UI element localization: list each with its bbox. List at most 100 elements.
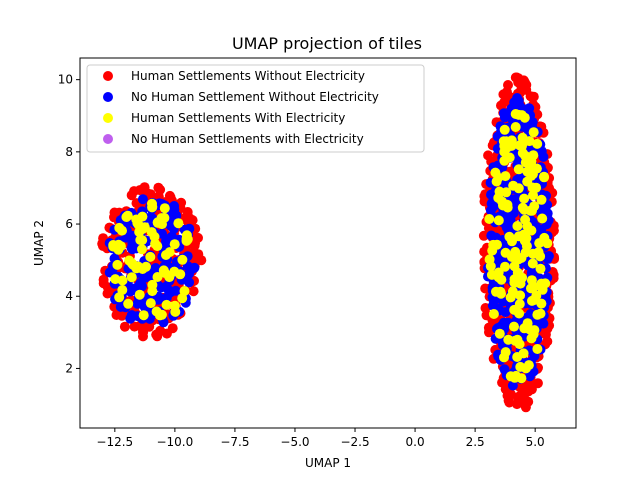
scatter-point bbox=[123, 298, 134, 309]
legend-label: Human Settlements With Electricity bbox=[131, 111, 345, 125]
scatter-point bbox=[499, 155, 510, 166]
scatter-point bbox=[484, 254, 495, 265]
scatter-point bbox=[526, 267, 537, 278]
x-tick-label: −5.0 bbox=[280, 435, 309, 449]
chart-title: UMAP projection of tiles bbox=[232, 34, 422, 53]
scatter-point bbox=[146, 227, 157, 238]
scatter-point bbox=[487, 300, 498, 311]
scatter-point bbox=[517, 202, 528, 213]
scatter-point bbox=[147, 286, 158, 297]
scatter-point bbox=[139, 182, 150, 193]
scatter-point bbox=[507, 286, 518, 297]
scatter-point bbox=[500, 261, 510, 272]
scatter-point bbox=[494, 328, 505, 339]
scatter-point bbox=[138, 327, 149, 338]
x-tick-label: −12.5 bbox=[96, 435, 133, 449]
scatter-point bbox=[511, 370, 521, 381]
scatter-point bbox=[145, 251, 156, 262]
scatter-point bbox=[507, 380, 518, 391]
legend-frame bbox=[86, 64, 425, 153]
scatter-point bbox=[188, 286, 199, 297]
scatter-point bbox=[537, 213, 548, 224]
scatter-point bbox=[528, 190, 538, 201]
scatter-point bbox=[182, 234, 193, 245]
scatter-point bbox=[126, 310, 137, 321]
scatter-point bbox=[529, 201, 540, 212]
scatter-point bbox=[509, 274, 520, 285]
scatter-point bbox=[514, 299, 525, 309]
y-axis-label: UMAP 2 bbox=[32, 220, 46, 266]
scatter-point bbox=[527, 258, 538, 269]
scatter-point bbox=[522, 166, 533, 177]
scatter-point bbox=[513, 109, 524, 120]
scatter-point bbox=[509, 194, 520, 205]
scatter-point bbox=[500, 247, 511, 258]
scatter-point bbox=[156, 309, 167, 320]
scatter-point bbox=[137, 194, 148, 205]
scatter-point bbox=[520, 402, 531, 413]
scatter-point bbox=[141, 261, 151, 272]
scatter-point bbox=[478, 230, 489, 241]
scatter-point bbox=[516, 141, 527, 152]
scatter-point bbox=[513, 231, 524, 242]
scatter-point bbox=[124, 255, 135, 266]
scatter-point bbox=[152, 272, 163, 282]
scatter-point bbox=[126, 283, 136, 294]
scatter-point bbox=[526, 333, 537, 344]
scatter-point bbox=[113, 239, 124, 250]
scatter-point bbox=[535, 308, 546, 319]
x-axis-label: UMAP 1 bbox=[305, 456, 351, 470]
scatter-point bbox=[501, 187, 512, 198]
scatter-point bbox=[508, 180, 519, 191]
scatter-point bbox=[524, 136, 535, 147]
legend-marker bbox=[103, 113, 113, 123]
legend-marker bbox=[103, 71, 113, 81]
scatter-point bbox=[109, 207, 120, 218]
scatter-point bbox=[499, 352, 509, 363]
scatter-point bbox=[499, 112, 510, 123]
scatter-point bbox=[161, 328, 172, 339]
scatter-point bbox=[536, 146, 547, 157]
scatter-point bbox=[511, 72, 522, 83]
scatter-point bbox=[488, 239, 499, 250]
scatter-point bbox=[159, 203, 170, 214]
scatter-point bbox=[134, 289, 145, 300]
y-tick-label: 2 bbox=[65, 361, 73, 375]
scatter-point bbox=[483, 322, 494, 333]
x-tick-label: −2.5 bbox=[340, 435, 369, 449]
scatter-point bbox=[513, 254, 524, 265]
scatter-point bbox=[153, 182, 164, 193]
scatter-point bbox=[488, 201, 499, 212]
scatter-point bbox=[520, 214, 531, 225]
x-tick-label: −10.0 bbox=[156, 435, 193, 449]
scatter-point bbox=[147, 201, 158, 212]
scatter-point bbox=[484, 214, 495, 224]
scatter-point bbox=[131, 263, 142, 274]
scatter-point bbox=[167, 231, 177, 242]
scatter-point bbox=[159, 212, 170, 223]
scatter-point bbox=[137, 244, 147, 255]
scatter-point bbox=[179, 286, 190, 296]
scatter-points bbox=[97, 72, 560, 413]
scatter-point bbox=[509, 321, 519, 332]
scatter-point bbox=[513, 164, 524, 175]
legend-label: Human Settlements Without Electricity bbox=[131, 69, 365, 83]
scatter-point bbox=[496, 100, 506, 111]
scatter-point bbox=[522, 176, 533, 187]
scatter-point bbox=[501, 222, 512, 233]
scatter-point bbox=[161, 299, 172, 310]
legend-label: No Human Settlements with Electricity bbox=[131, 132, 364, 146]
scatter-point bbox=[535, 263, 546, 274]
scatter-point bbox=[498, 136, 509, 147]
scatter-point bbox=[512, 221, 523, 231]
plot-frame bbox=[79, 57, 577, 429]
scatter-point bbox=[528, 127, 539, 138]
scatter-point bbox=[512, 392, 523, 403]
legend-label: No Human Settlement Without Electricity bbox=[131, 90, 379, 104]
scatter-point bbox=[493, 172, 504, 183]
scatter-point bbox=[531, 290, 542, 301]
scatter-point bbox=[526, 225, 537, 236]
scatter-point bbox=[135, 235, 146, 245]
scatter-point bbox=[536, 278, 547, 289]
scatter-point bbox=[184, 268, 194, 279]
